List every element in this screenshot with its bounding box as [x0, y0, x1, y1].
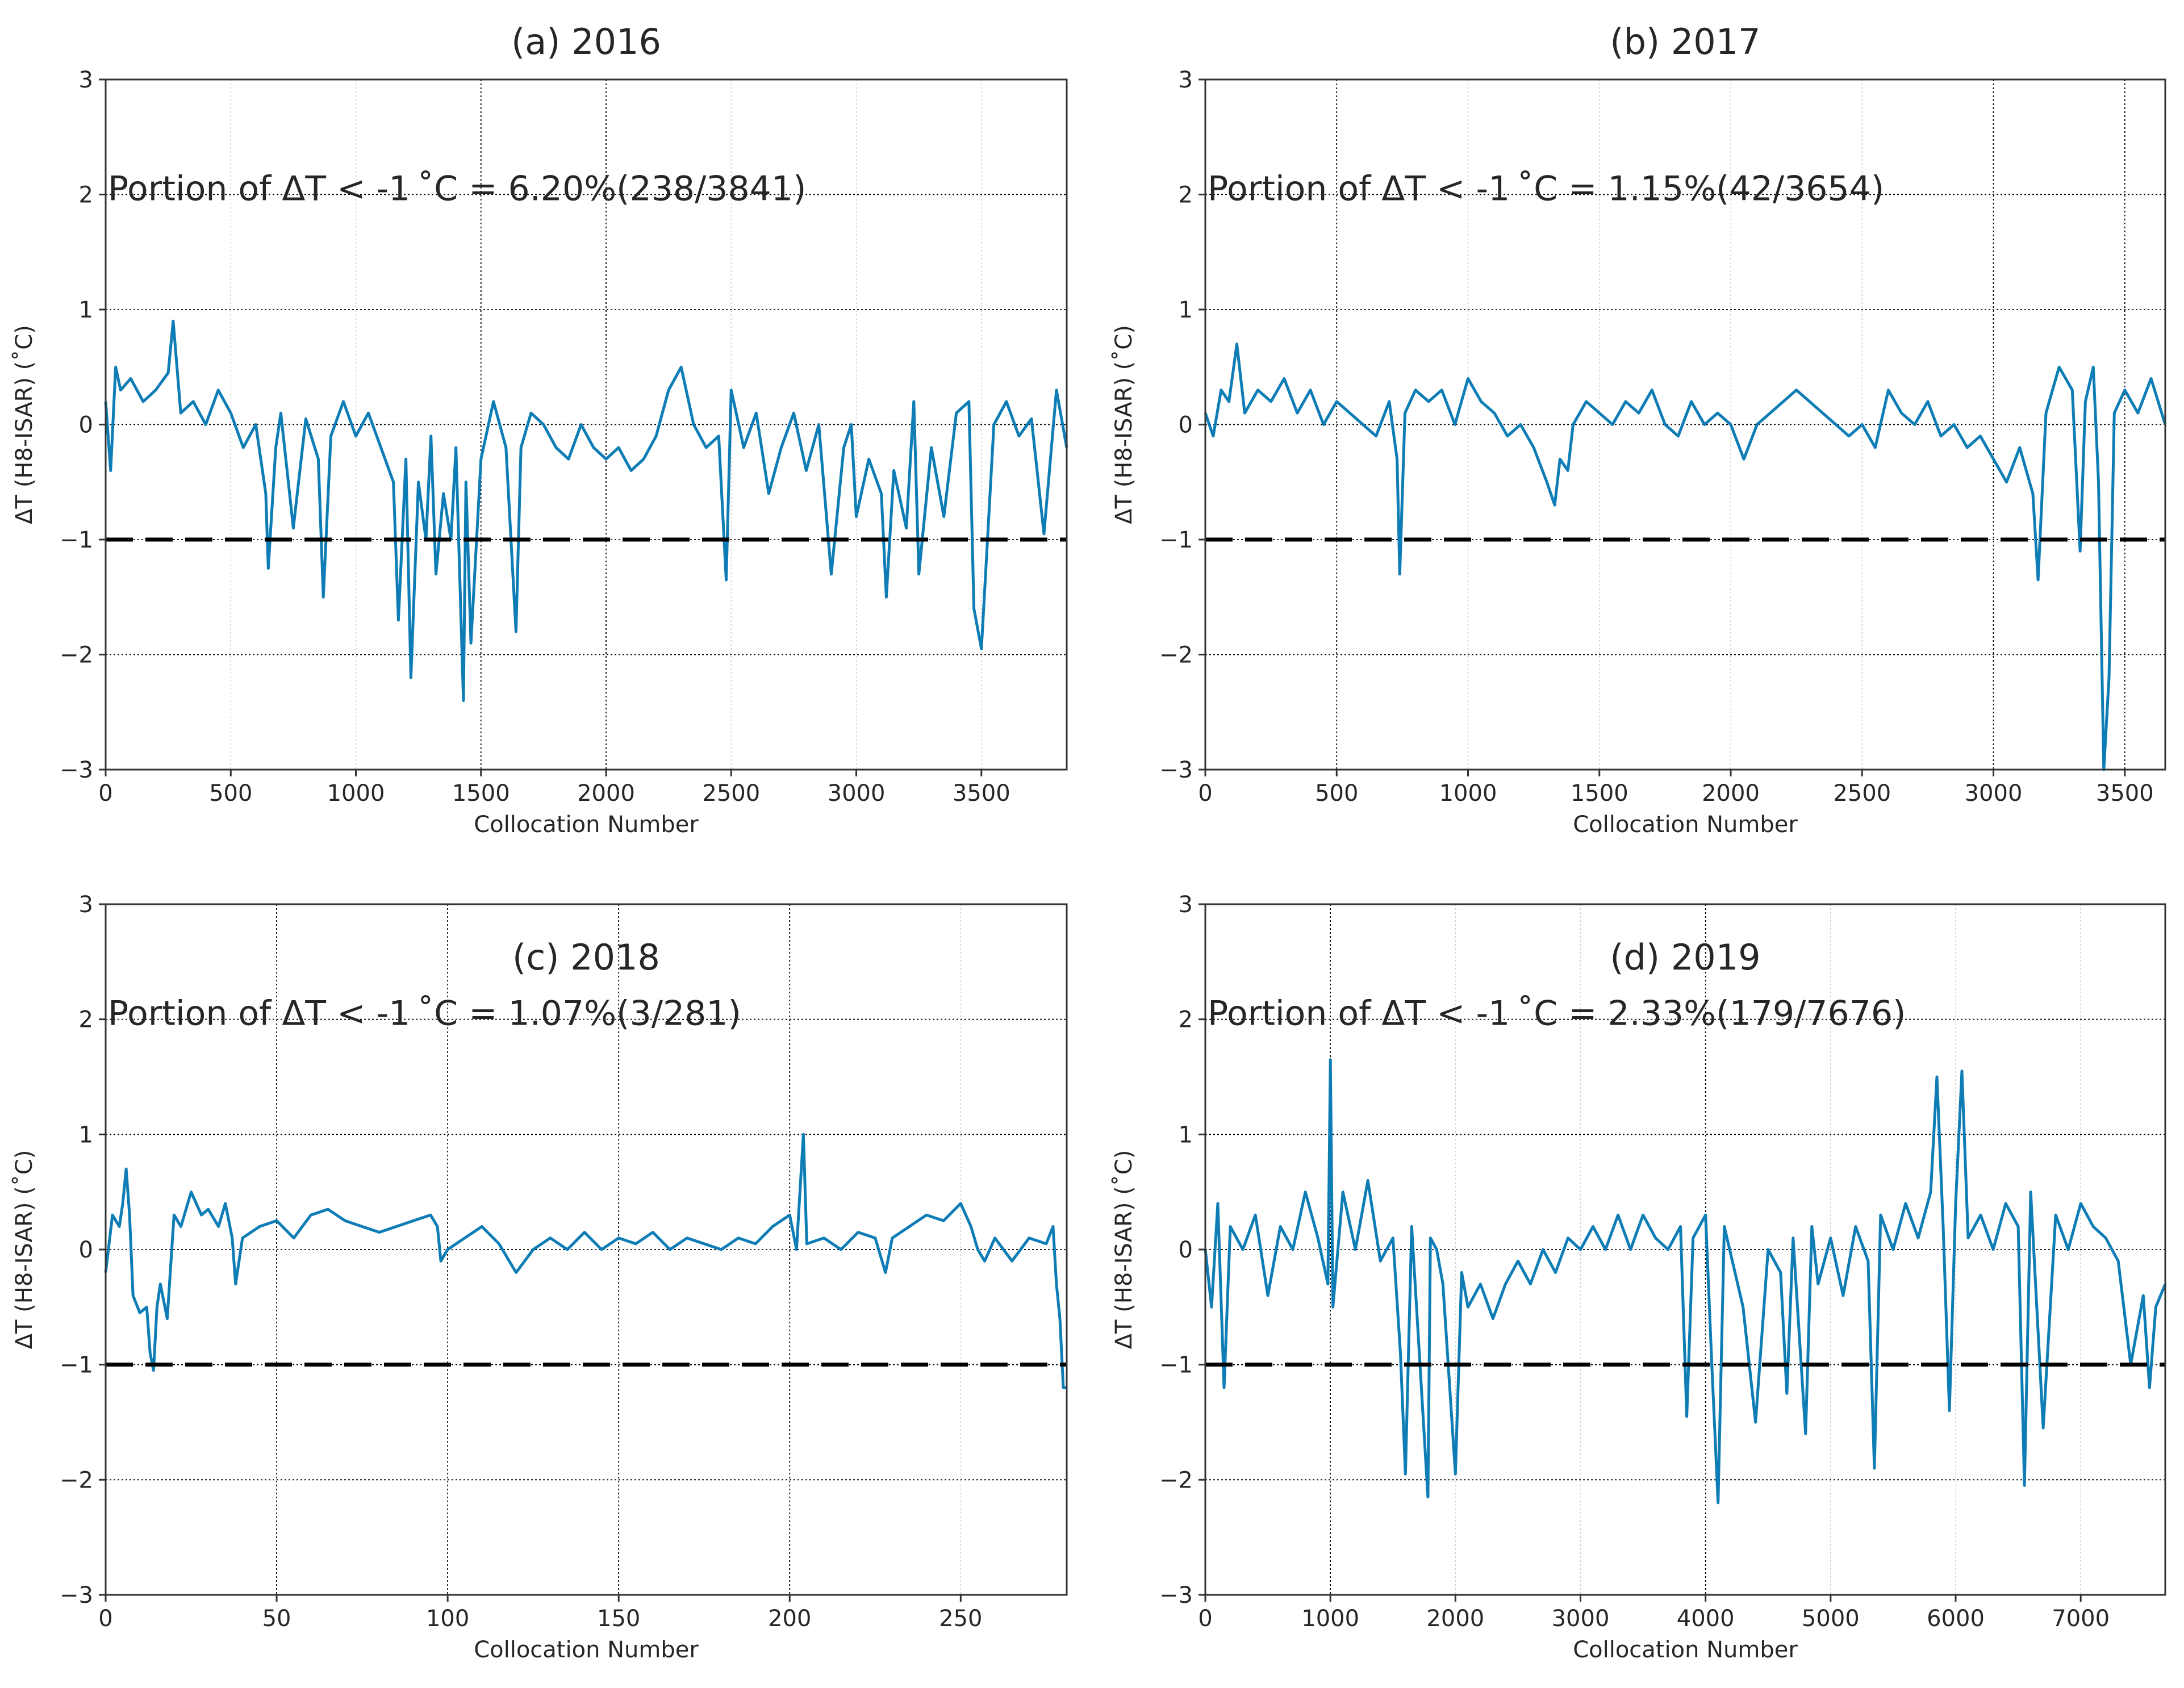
x-tick-label: 100	[426, 1606, 469, 1632]
x-tick-label: 7000	[2052, 1606, 2110, 1632]
y-tick-label: 1	[79, 297, 93, 323]
x-tick-label: 3000	[1965, 780, 2023, 807]
y-tick-label: −3	[1159, 757, 1193, 783]
y-tick-label: −2	[1159, 642, 1193, 668]
y-tick-label: −2	[60, 642, 93, 668]
series-line	[1204, 342, 2167, 771]
y-tick-label: −1	[60, 527, 93, 553]
x-tick-label: 1000	[1301, 1606, 1359, 1632]
y-tick-label: −1	[1159, 527, 1193, 553]
panel-d: 0 1000 2000 3000 4000 5000 6000 7000 −3 −2 −1 0 1 2 3 C…	[1111, 892, 2167, 1663]
y-tick-label: 0	[79, 412, 93, 438]
y-tick-label: 0	[1179, 412, 1193, 438]
y-axis-label: ΔT (H8-ISAR) (˚C)	[11, 1150, 37, 1349]
y-tick-label: 3	[1179, 67, 1193, 93]
y-tick-label: 3	[79, 67, 93, 93]
y-tick-label: −3	[60, 1582, 93, 1608]
x-tick-label: 150	[597, 1606, 640, 1632]
y-tick-label: 0	[1179, 1237, 1193, 1263]
y-tick-label: −1	[60, 1352, 93, 1378]
x-tick-label: 1000	[327, 780, 385, 807]
y-tick-label: −2	[60, 1467, 93, 1493]
x-tick-label: 1500	[452, 780, 510, 807]
y-tick-label: 2	[79, 1007, 93, 1033]
x-tick-label: 500	[1315, 780, 1358, 807]
portion-annotation: Portion of ΔT < -1 ˚C = 2.33%(179/7676)	[1208, 994, 1906, 1034]
y-tick-label: 2	[1179, 182, 1193, 208]
x-tick-label: 1000	[1439, 780, 1497, 807]
panel-a: 0 500 1000 1500 2000 2500 3000 3500 −3 −2 −1 0 1 2 3 Co…	[11, 21, 1068, 838]
portion-annotation: Portion of ΔT < -1 ˚C = 6.20%(238/3841)	[108, 169, 806, 209]
x-axis-label: Collocation Number	[474, 812, 699, 838]
x-tick-label: 6000	[1927, 1606, 1985, 1632]
x-tick-label: 2500	[702, 780, 760, 807]
panel-title: (d) 2019	[1610, 937, 1760, 978]
x-tick-label: 3500	[953, 780, 1010, 807]
panel-title: (a) 2016	[511, 21, 661, 62]
y-tick-label: 1	[1179, 297, 1193, 323]
x-tick-label: 0	[1198, 780, 1212, 807]
x-tick-label: 0	[1198, 1606, 1212, 1632]
y-tick-label: −1	[1159, 1352, 1193, 1378]
y-axis-label: ΔT (H8-ISAR) (˚C)	[11, 325, 37, 524]
y-tick-label: 2	[79, 182, 93, 208]
y-tick-label: 3	[79, 892, 93, 918]
x-tick-label: 200	[768, 1606, 811, 1632]
x-tick-label: 4000	[1677, 1606, 1735, 1632]
x-tick-label: 3000	[828, 780, 886, 807]
panel-title: (c) 2018	[512, 937, 660, 978]
x-axis-label: Collocation Number	[1573, 1637, 1798, 1663]
y-tick-label: −3	[60, 757, 93, 783]
y-axis-label: ΔT (H8-ISAR) (˚C)	[1111, 325, 1137, 524]
x-tick-label: 3000	[1552, 1606, 1610, 1632]
series-line	[1204, 1058, 2167, 1505]
y-tick-label: 0	[79, 1237, 93, 1263]
x-tick-label: 250	[939, 1606, 982, 1632]
y-tick-label: −3	[1159, 1582, 1193, 1608]
panel-title: (b) 2017	[1610, 21, 1760, 62]
y-tick-label: 1	[1179, 1122, 1193, 1148]
series-line	[104, 1133, 1067, 1389]
y-tick-label: 3	[1179, 892, 1193, 918]
portion-annotation: Portion of ΔT < -1 ˚C = 1.07%(3/281)	[108, 994, 741, 1034]
x-tick-label: 0	[98, 780, 112, 807]
portion-annotation: Portion of ΔT < -1 ˚C = 1.15%(42/3654)	[1208, 169, 1884, 209]
panel-b: 0 500 1000 1500 2000 2500 3000 3500 −3 −2 −1 0 1 2 3 Co…	[1111, 21, 2167, 838]
y-axis-label: ΔT (H8-ISAR) (˚C)	[1111, 1150, 1137, 1349]
y-tick-label: −2	[1159, 1467, 1193, 1493]
series-line	[104, 319, 1068, 702]
x-tick-label: 50	[262, 1606, 291, 1632]
x-tick-label: 1500	[1571, 780, 1628, 807]
x-tick-label: 3500	[2096, 780, 2154, 807]
x-tick-label: 2000	[577, 780, 635, 807]
panel-c: 0 50 100 150 200 250 −3 −2 −1 0 1 2 3 Collocation Num…	[11, 892, 1068, 1663]
x-tick-label: 500	[209, 780, 252, 807]
y-tick-label: 1	[79, 1122, 93, 1148]
x-tick-label: 2000	[1702, 780, 1760, 807]
x-tick-label: 5000	[1802, 1606, 1860, 1632]
x-tick-label: 0	[98, 1606, 112, 1632]
x-tick-label: 2000	[1426, 1606, 1484, 1632]
x-axis-label: Collocation Number	[1573, 812, 1798, 838]
panels-container: 0 500 1000 1500 2000 2500 3000 3500−3−2−10123Co…	[11, 21, 2167, 1663]
y-tick-label: 2	[1179, 1007, 1193, 1033]
x-tick-label: 2500	[1833, 780, 1891, 807]
x-axis-label: Collocation Number	[474, 1637, 699, 1663]
